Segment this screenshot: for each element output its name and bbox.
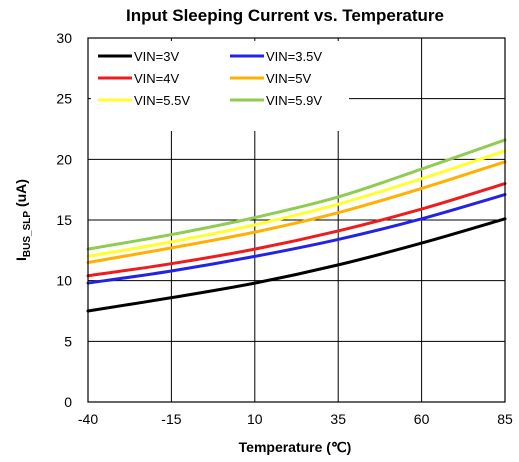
y-axis-label-main: I: [13, 257, 29, 261]
x-tick-label: 85: [497, 411, 513, 427]
legend: VIN=3V VIN=3.5V VIN=4V VIN=5V VIN=5.5V VIN=5.…: [91, 41, 349, 131]
legend-label: VIN=5.5V: [134, 93, 190, 108]
y-tick-label: 10: [56, 273, 72, 289]
y-tick-labels: 0 5 10 15 20 25 30: [56, 30, 72, 410]
x-axis-label: Temperature (℃): [239, 439, 352, 455]
series-line-3: [86, 182, 507, 278]
y-axis-label: IBUS_SLP (uA): [13, 179, 33, 261]
x-tick-labels: -40 -15 10 35 60 85: [78, 411, 513, 427]
y-tick-label: 25: [56, 91, 72, 107]
x-tick-label: 60: [414, 411, 430, 427]
y-axis-label-subscript: BUS_SLP: [22, 211, 33, 257]
series-line-2: [86, 193, 507, 285]
series-line-5: [86, 149, 507, 258]
x-tick-label: 35: [330, 411, 346, 427]
series-lines: [86, 138, 507, 313]
plot-frame: [87, 37, 506, 403]
x-tick-label: -40: [78, 411, 98, 427]
y-tick-label: 20: [56, 151, 72, 167]
legend-label: VIN=3.5V: [266, 49, 322, 64]
legend-box: [91, 41, 349, 131]
legend-label: VIN=3V: [134, 49, 179, 64]
y-tick-label: 30: [56, 30, 72, 46]
x-tick-label: -15: [161, 411, 181, 427]
series-line-1: [86, 217, 507, 313]
y-tick-label: 0: [64, 394, 72, 410]
y-axis-label-unit: (uA): [13, 179, 29, 211]
legend-label: VIN=5V: [266, 71, 311, 86]
x-tick-label: 10: [247, 411, 263, 427]
y-tick-label: 5: [64, 333, 72, 349]
legend-label: VIN=4V: [134, 71, 179, 86]
legend-label: VIN=5.9V: [266, 93, 322, 108]
series-line-4: [86, 160, 507, 264]
chart-title: Input Sleeping Current vs. Temperature: [126, 6, 444, 25]
y-tick-label: 15: [56, 212, 72, 228]
series-line-6: [86, 138, 507, 251]
